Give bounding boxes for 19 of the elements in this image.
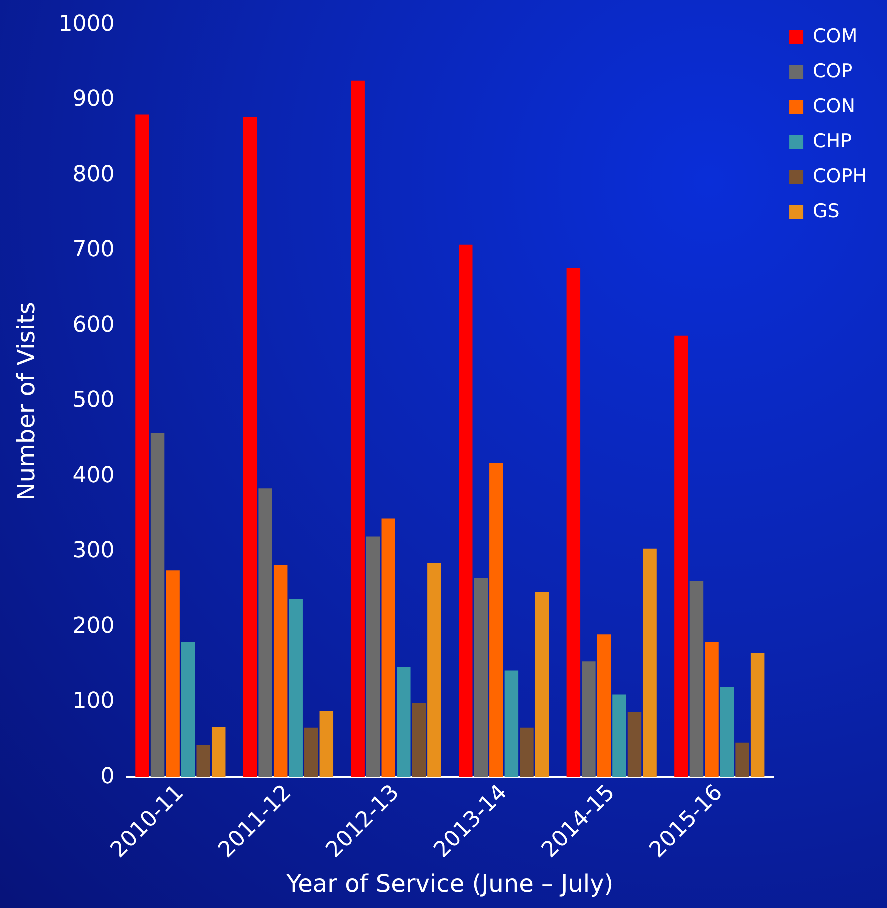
legend-label: CON (813, 95, 856, 118)
y-axis-title: Number of Visits (12, 302, 41, 501)
x-axis-title: Year of Service (June – July) (286, 870, 614, 898)
y-tick-label: 200 (72, 614, 115, 639)
legend-label: GS (813, 200, 840, 222)
y-tick-label: 700 (72, 238, 115, 263)
legend-label: CHP (813, 130, 852, 152)
y-tick-label: 900 (72, 87, 115, 112)
y-tick-label: 300 (72, 538, 115, 564)
y-tick-label: 100 (72, 689, 115, 714)
y-tick-label: 1000 (58, 12, 115, 37)
legend-label: COPH (813, 165, 867, 188)
legend-label: COP (813, 60, 853, 82)
y-tick-label: 0 (100, 764, 115, 790)
y-tick-label: 800 (72, 162, 115, 188)
y-tick-label: 500 (72, 388, 115, 414)
y-tick-label: 400 (72, 463, 115, 488)
y-tick-label: 600 (72, 312, 115, 338)
legend-label: COM (813, 25, 858, 48)
